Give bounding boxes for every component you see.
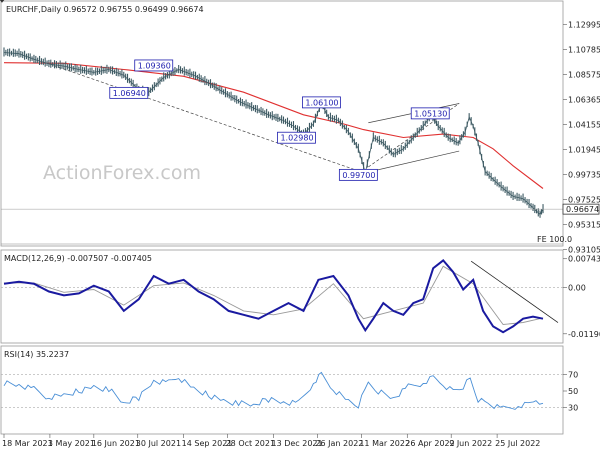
moving-average-layer xyxy=(3,62,544,189)
main-y-tick-label: 1.12995 xyxy=(568,20,600,29)
callout-label: 0.99700 xyxy=(342,171,375,180)
rsi-lines xyxy=(3,371,544,410)
x-tick-label: 3 May 2021 xyxy=(48,439,95,448)
rsi-levels xyxy=(1,374,563,408)
x-tick-label: 9 Jun 2022 xyxy=(449,439,492,448)
price-callouts: 1.09360 1.06940 1.06100 1.02980 1.05130 0.997… xyxy=(109,59,450,181)
callout-0.99700: 0.99700 xyxy=(338,168,378,181)
trendline-3 xyxy=(368,150,460,173)
last-price-marker: 0.96674 xyxy=(562,203,600,215)
main-y-tick-label: 0.95315 xyxy=(568,221,600,230)
watermark: ActionForex.com xyxy=(43,162,201,184)
callout-1.02980: 1.02980 xyxy=(277,131,316,144)
main-y-tick-label: 1.10785 xyxy=(568,45,600,54)
x-tick-label: 26 Apr 2022 xyxy=(405,439,454,448)
rsi-line xyxy=(3,371,544,410)
main-y-tick-label: 0.99735 xyxy=(568,170,600,179)
callout-box xyxy=(109,86,149,99)
callout-box xyxy=(410,107,450,120)
price-line xyxy=(3,52,544,216)
macd-title: MACD(12,26,9) -0.007507 -0.007405 xyxy=(4,254,152,263)
collapse-triangle-icon[interactable] xyxy=(0,0,5,3)
x-tick-label: 25 Jul 2022 xyxy=(495,439,540,448)
main-trendlines xyxy=(48,63,460,173)
callout-label: 1.09360 xyxy=(138,61,171,70)
main-y-tick-label: 1.08575 xyxy=(568,70,600,79)
fe-label: FE 100.0 xyxy=(537,235,572,244)
callout-label: 1.05130 xyxy=(414,109,447,118)
x-tick-label: 14 Sep 2021 xyxy=(182,439,233,448)
price-layer xyxy=(1,47,563,218)
rsi-y-tick-label: 30 xyxy=(568,403,578,412)
main-y-ticks: 1.12995 1.10785 1.08575 1.06365 1.04155 1.019… xyxy=(563,20,600,255)
callout-box xyxy=(277,131,316,144)
macd-y-tick-label: 0.007436 xyxy=(568,255,600,264)
main-y-tick-label: 0.97525 xyxy=(568,196,600,205)
callout-label: 1.06100 xyxy=(305,98,338,107)
x-tick-label: 26 Jan 2022 xyxy=(315,439,363,448)
macd-signal-line xyxy=(4,265,544,325)
x-tick-label: 30 Jul 2021 xyxy=(136,439,181,448)
macd-y-tick-label: -0.011903 xyxy=(568,330,600,339)
macd-lines xyxy=(3,259,559,334)
callout-label: 1.06940 xyxy=(113,89,146,98)
rsi-y-ticks: 70 50 30 xyxy=(563,371,578,412)
rsi-title: RSI(14) 35.2237 xyxy=(4,350,69,359)
macd-panel-frame xyxy=(0,249,564,344)
main-y-tick-label: 1.01945 xyxy=(568,145,600,154)
rsi-y-tick-label: 70 xyxy=(568,371,578,380)
moving-average-line xyxy=(3,62,544,189)
macd-y-tick-label: 0.00 xyxy=(568,284,586,293)
macd-y-ticks: 0.007436 0.00 -0.011903 xyxy=(563,255,600,339)
fe-level: FE 100.0 xyxy=(1,235,572,245)
main-y-tick-label: 1.04155 xyxy=(568,120,600,129)
callout-1.06940: 1.06940 xyxy=(109,86,149,99)
x-tick-label: 11 Mar 2022 xyxy=(359,439,410,448)
main-title: EURCHF,Daily 0.96572 0.96755 0.96499 0.9… xyxy=(6,5,204,14)
x-tick-label: 13 Dec 2021 xyxy=(272,439,323,448)
macd-main-line xyxy=(3,259,544,334)
rsi-y-tick-label: 50 xyxy=(568,387,578,396)
rsi-panel-frame xyxy=(0,345,564,435)
callout-box xyxy=(134,59,174,72)
x-tick-label: 16 Jun 2021 xyxy=(92,439,140,448)
main-y-tick-label: 0.93105 xyxy=(568,246,600,255)
callout-box xyxy=(302,96,341,109)
main-panel-frame xyxy=(0,0,564,247)
x-tick-label: 18 Mar 2021 xyxy=(2,439,53,448)
x-tick-label: 28 Oct 2021 xyxy=(226,439,275,448)
trendline-0 xyxy=(48,63,364,173)
callout-label: 1.02980 xyxy=(280,134,313,143)
callout-box xyxy=(338,168,378,181)
svg-text:0.96674: 0.96674 xyxy=(566,205,599,214)
callout-1.09360: 1.09360 xyxy=(134,59,174,72)
callout-1.06100: 1.06100 xyxy=(302,96,341,109)
main-y-tick-label: 1.06365 xyxy=(568,95,600,104)
macd-trendline xyxy=(470,260,559,323)
callout-1.05130: 1.05130 xyxy=(410,107,450,120)
